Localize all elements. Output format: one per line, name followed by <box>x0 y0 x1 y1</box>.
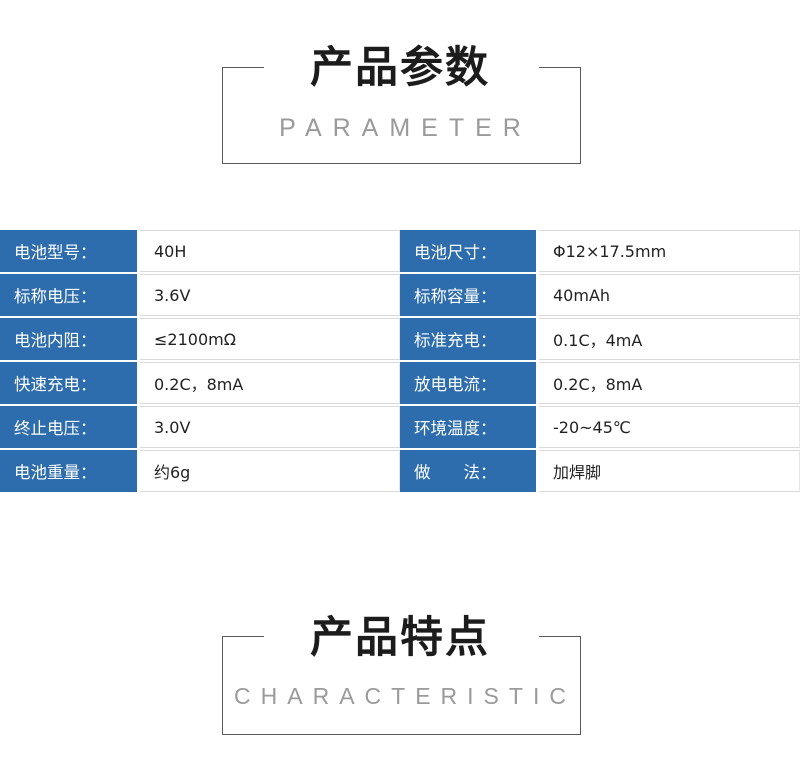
table-cell-pair-left: 终止电压： 3.0V <box>0 406 400 448</box>
table-row: 标称电压： 3.6V 标称容量： 40mAh <box>0 274 800 316</box>
table-cell-pair-right: 标准充电： 0.1C，4mA <box>400 318 800 360</box>
param-key: 电池型号： <box>0 230 137 272</box>
table-cell-pair-right: 做 法： 加焊脚 <box>400 450 800 492</box>
param-key: 放电电流： <box>400 362 536 404</box>
frame-left-edge <box>222 636 223 735</box>
table-cell-pair-right: 环境温度： -20~45℃ <box>400 406 800 448</box>
table-cell-pair-right: 放电电流： 0.2C，8mA <box>400 362 800 404</box>
table-cell-pair-left: 电池型号： 40H <box>0 230 400 272</box>
param-value: 40mAh <box>539 274 800 316</box>
table-cell-pair-left: 电池重量： 约6g <box>0 450 400 492</box>
frame-top-right-stub <box>539 67 581 68</box>
section-title-en-characteristic: CHARACTERISTIC <box>234 683 576 709</box>
table-row: 快速充电： 0.2C，8mA 放电电流： 0.2C，8mA <box>0 362 800 404</box>
param-value: ≤2100mΩ <box>140 318 400 360</box>
param-value: 约6g <box>140 450 400 492</box>
parameter-table: 电池型号： 40H 电池尺寸： Φ12×17.5mm 标称电压： 3.6V 标称… <box>0 230 800 494</box>
table-cell-pair-right: 标称容量： 40mAh <box>400 274 800 316</box>
param-key: 标称容量： <box>400 274 536 316</box>
param-value: -20~45℃ <box>539 406 800 448</box>
param-key: 电池重量： <box>0 450 137 492</box>
param-value: 加焊脚 <box>539 450 800 492</box>
frame-bottom-edge <box>222 734 581 735</box>
frame-top-left-stub <box>222 67 264 68</box>
table-cell-pair-left: 快速充电： 0.2C，8mA <box>0 362 400 404</box>
table-cell-pair-right: 电池尺寸： Φ12×17.5mm <box>400 230 800 272</box>
section-title-cn-characteristic: 产品特点 <box>310 613 490 663</box>
param-value: 3.0V <box>140 406 400 448</box>
table-cell-pair-left: 标称电压： 3.6V <box>0 274 400 316</box>
param-key: 终止电压： <box>0 406 137 448</box>
section-title-en-parameter: PARAMETER <box>279 114 532 142</box>
param-key: 标称电压： <box>0 274 137 316</box>
param-key: 标准充电： <box>400 318 536 360</box>
table-cell-pair-left: 电池内阻： ≤2100mΩ <box>0 318 400 360</box>
table-row: 电池重量： 约6g 做 法： 加焊脚 <box>0 450 800 492</box>
section-title-cn-parameter: 产品参数 <box>310 43 490 93</box>
param-value: 0.2C，8mA <box>140 362 400 404</box>
table-row: 电池内阻： ≤2100mΩ 标准充电： 0.1C，4mA <box>0 318 800 360</box>
param-value: Φ12×17.5mm <box>539 230 800 272</box>
frame-right-edge <box>580 67 581 164</box>
frame-top-right-stub <box>539 636 581 637</box>
param-key: 电池尺寸： <box>400 230 536 272</box>
table-row: 电池型号： 40H 电池尺寸： Φ12×17.5mm <box>0 230 800 272</box>
param-key: 快速充电： <box>0 362 137 404</box>
param-value: 40H <box>140 230 400 272</box>
frame-top-left-stub <box>222 636 264 637</box>
param-value: 0.2C，8mA <box>539 362 800 404</box>
frame-right-edge <box>580 636 581 735</box>
frame-bottom-edge <box>222 163 581 164</box>
param-value: 0.1C，4mA <box>539 318 800 360</box>
frame-left-edge <box>222 67 223 164</box>
param-key: 环境温度： <box>400 406 536 448</box>
table-row: 终止电压： 3.0V 环境温度： -20~45℃ <box>0 406 800 448</box>
param-key: 做 法： <box>400 450 536 492</box>
param-key: 电池内阻： <box>0 318 137 360</box>
param-value: 3.6V <box>140 274 400 316</box>
